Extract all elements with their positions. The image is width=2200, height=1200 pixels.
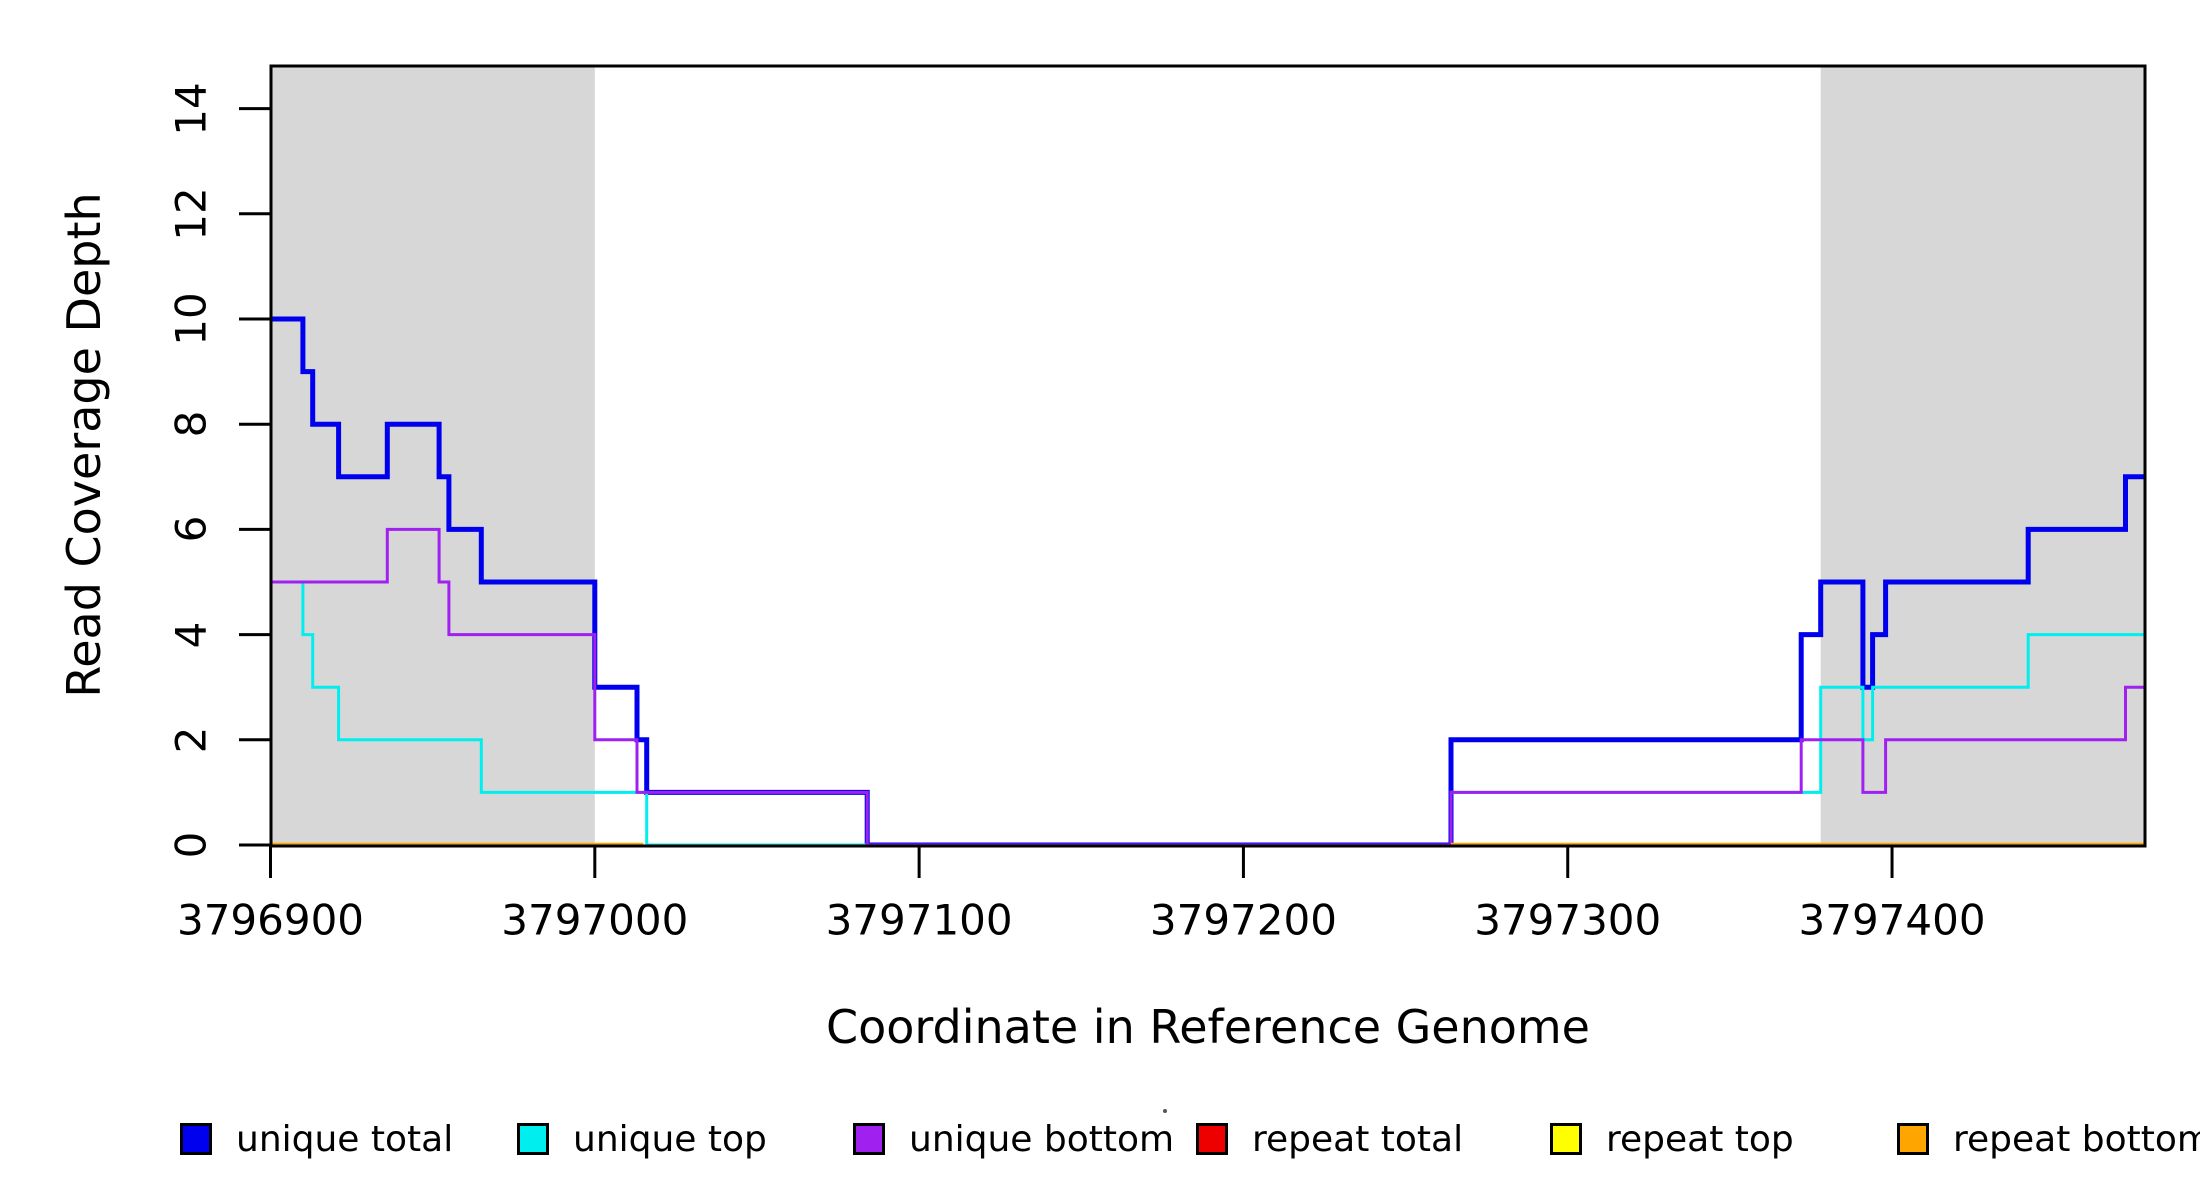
series-unique-total — [271, 316, 2145, 846]
legend-item-repeat-bottom: repeat bottom — [1897, 1118, 2200, 1160]
legend-label: unique total — [236, 1118, 454, 1160]
y-tick-label: 0 — [166, 831, 216, 859]
y-tick-label: 4 — [166, 621, 216, 648]
x-axis-title: Coordinate in Reference Genome — [826, 1000, 1590, 1054]
x-tick-label: 3797200 — [1149, 895, 1337, 945]
repeat-region-left — [270, 67, 595, 845]
legend-item-unique-bottom: unique bottom — [853, 1118, 1175, 1160]
legend-item-unique-top: unique top — [517, 1118, 767, 1160]
legend-label: unique top — [573, 1118, 767, 1160]
legend-label: repeat top — [1606, 1118, 1794, 1160]
x-tick-label: 3797100 — [825, 895, 1013, 945]
x-tick-label: 3796900 — [176, 895, 365, 945]
plot-box — [269, 64, 2147, 848]
y-tick-label: 10 — [166, 292, 216, 346]
legend-swatch-unique-bottom — [853, 1123, 885, 1155]
y-tick-label: 8 — [166, 410, 216, 438]
repeat-region-right — [1820, 67, 2145, 845]
x-tick-label: 3797000 — [501, 895, 689, 945]
x-tick-label: 3797400 — [1798, 895, 1986, 945]
legend-label: unique bottom — [909, 1118, 1175, 1160]
series-unique-bottom — [271, 527, 2145, 846]
legend-swatch-repeat-total — [1196, 1123, 1228, 1155]
legend-swatch-repeat-top — [1550, 1123, 1582, 1155]
legend-swatch-unique-top — [517, 1123, 549, 1155]
legend-label: repeat bottom — [1953, 1118, 2200, 1160]
legend-item-repeat-top: repeat top — [1550, 1118, 1794, 1160]
legend-item-repeat-total: repeat total — [1196, 1118, 1464, 1160]
y-tick-label: 2 — [166, 726, 216, 754]
stray-dot — [1163, 1109, 1167, 1113]
legend-swatch-repeat-bottom — [1897, 1123, 1929, 1155]
y-axis-title: Read Coverage Depth — [57, 192, 111, 698]
x-tick-label: 3797300 — [1474, 895, 1662, 945]
legend-swatch-unique-total — [180, 1123, 212, 1155]
y-tick-label: 6 — [166, 516, 216, 543]
legend-label: repeat total — [1252, 1118, 1464, 1160]
y-tick-label: 14 — [166, 81, 216, 136]
legend-item-unique-total: unique total — [180, 1118, 454, 1160]
y-tick-label: 12 — [166, 187, 216, 241]
